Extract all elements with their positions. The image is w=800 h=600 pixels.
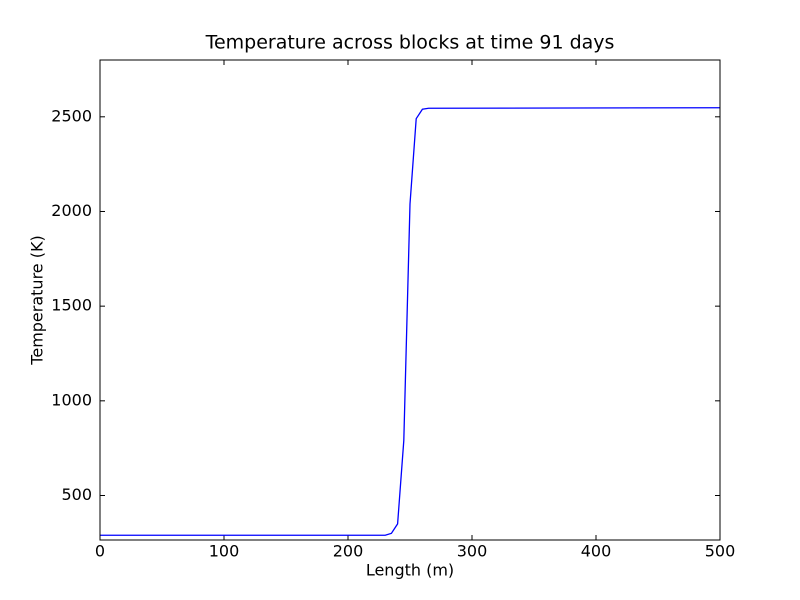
- chart-title: Temperature across blocks at time 91 day…: [205, 32, 615, 54]
- x-tick-label: 200: [333, 542, 364, 561]
- plot-frame: [99, 59, 721, 541]
- x-axis-label: Length (m): [366, 561, 454, 580]
- y-tick-label: 2500: [51, 106, 92, 125]
- x-tick-label: 100: [209, 542, 240, 561]
- x-tick-label: 0: [95, 542, 105, 561]
- y-tick-label: 1500: [51, 296, 92, 315]
- y-tick-label: 500: [61, 485, 92, 504]
- y-tick-label: 1000: [51, 390, 92, 409]
- y-tick-label: 2000: [51, 201, 92, 220]
- x-tick-label: 300: [457, 542, 488, 561]
- y-axis-label: Temperature (K): [28, 235, 47, 365]
- data-line: [100, 107, 721, 536]
- x-tick-label: 400: [581, 542, 612, 561]
- x-tick-label: 500: [705, 542, 736, 561]
